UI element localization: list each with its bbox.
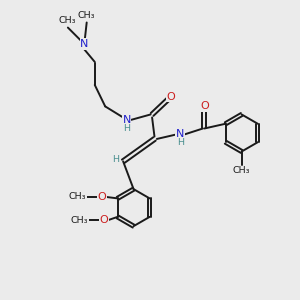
Text: N: N: [122, 115, 131, 125]
Text: O: O: [98, 192, 106, 202]
Text: H: H: [112, 155, 119, 164]
Text: O: O: [167, 92, 175, 101]
Text: O: O: [200, 101, 209, 111]
Text: CH₃: CH₃: [78, 11, 95, 20]
Text: CH₃: CH₃: [233, 167, 250, 176]
Text: CH₃: CH₃: [71, 216, 88, 225]
Text: H: H: [123, 124, 130, 133]
Text: H: H: [177, 138, 184, 147]
Text: O: O: [100, 215, 109, 226]
Text: N: N: [176, 130, 184, 140]
Text: CH₃: CH₃: [58, 16, 76, 26]
Text: CH₃: CH₃: [69, 192, 86, 201]
Text: N: N: [80, 39, 88, 49]
